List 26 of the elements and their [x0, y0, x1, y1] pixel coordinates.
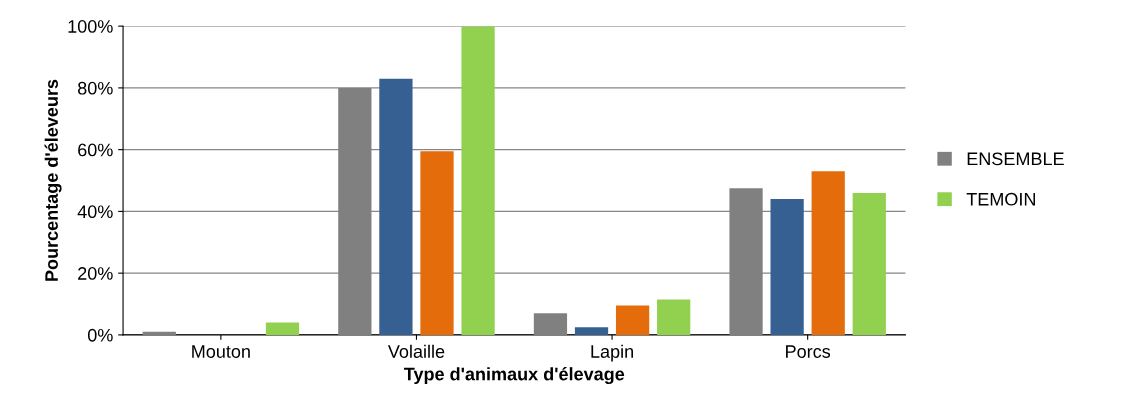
- bar: [574, 327, 609, 335]
- legend-label: ENSEMBLE: [967, 152, 1064, 166]
- y-axis-title: Pourcentage d'éleveurs: [44, 79, 62, 281]
- x-tick-label: Lapin: [591, 344, 633, 362]
- bar: [461, 26, 495, 335]
- bar: [657, 299, 691, 335]
- y-tick-label: 40%: [77, 205, 113, 219]
- y-tick-label: 80%: [77, 81, 113, 95]
- x-tick-label: Volaille: [387, 344, 445, 358]
- x-tick-label: Porcs: [786, 345, 831, 358]
- bar: [379, 78, 413, 335]
- bar: [533, 313, 568, 335]
- bar: [770, 199, 804, 335]
- bar: [420, 151, 454, 335]
- y-tick-label: 60%: [78, 143, 113, 157]
- bar: [142, 331, 176, 335]
- y-tick-label: 0%: [87, 328, 113, 342]
- bar: [615, 305, 650, 335]
- y-tick-label: 100%: [68, 20, 113, 33]
- bar: [811, 171, 845, 335]
- bar: [852, 192, 886, 335]
- legend-label: TEMOIN: [966, 192, 1035, 206]
- x-tick-label: Mouton: [192, 345, 250, 358]
- x-axis-title: Type d'animaux d'élevage: [403, 367, 625, 385]
- bar: [265, 322, 300, 335]
- y-tick-label: 20%: [78, 267, 113, 280]
